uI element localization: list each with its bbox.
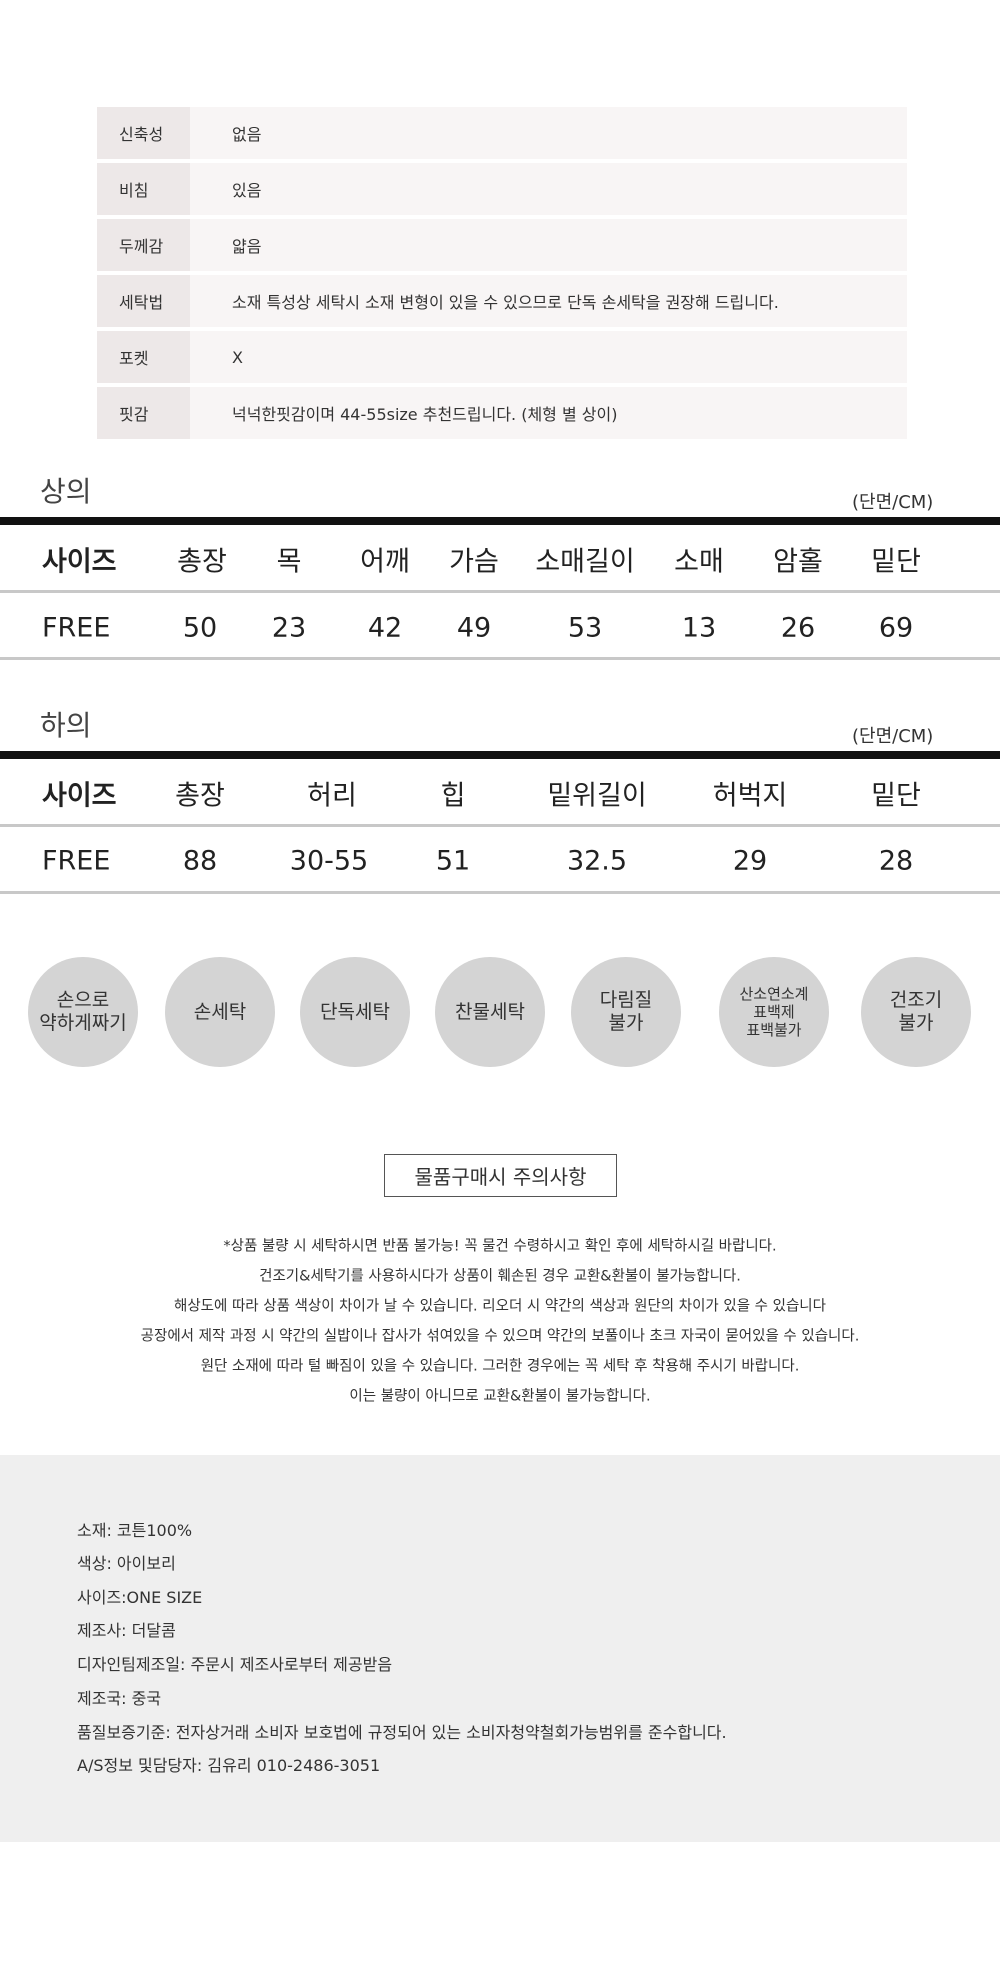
notice-line: 건조기&세탁기를 사용하시다가 상품이 훼손된 경우 교환&환불이 불가능합니다… — [259, 1268, 741, 1285]
spec-label: 세탁법 — [97, 275, 190, 327]
care-icon-no-bleach: 산소연소계 표백제 표백불가 — [719, 957, 829, 1067]
spec-label: 신축성 — [97, 107, 190, 159]
notice-title: 물품구매시 주의사항 — [384, 1154, 617, 1197]
spec-value: 있음 — [190, 163, 907, 215]
divider — [0, 590, 1000, 593]
spec-row: 세탁법 소재 특성상 세탁시 소재 변형이 있을 수 있으므로 단독 손세탁을 권… — [97, 275, 907, 327]
spec-value: 얇음 — [190, 219, 907, 271]
section-title: 상의 — [40, 475, 92, 508]
divider — [0, 657, 1000, 660]
header-cell: 밑단 — [871, 546, 921, 578]
header-cell: 밑위길이 — [547, 780, 647, 812]
header-cell: 힙 — [440, 780, 466, 812]
care-icon-hand-wring: 손으로 약하게짜기 — [28, 957, 138, 1067]
notice-line: 이는 불량이 아니므로 교환&환불이 불가능합니다. — [349, 1388, 651, 1405]
data-cell: 69 — [878, 612, 914, 644]
divider — [0, 517, 1000, 525]
data-cell: FREE — [42, 612, 111, 644]
care-icon-hand-wash: 손세탁 — [165, 957, 275, 1067]
data-cell: 42 — [367, 612, 403, 644]
info-line: 제조사: 더달콤 — [77, 1621, 176, 1640]
data-cell: 32.5 — [566, 845, 628, 877]
header-cell: 총장 — [175, 780, 225, 812]
header-cell: 총장 — [177, 546, 227, 578]
spec-value: 소재 특성상 세탁시 소재 변형이 있을 수 있으므로 단독 손세탁을 권장해 … — [190, 275, 907, 327]
care-icon-no-iron: 다림질 불가 — [571, 957, 681, 1067]
spec-label: 핏감 — [97, 387, 190, 439]
spec-row: 비침 있음 — [97, 163, 907, 215]
header-cell: 소매 — [674, 546, 724, 578]
header-cell: 사이즈 — [42, 546, 117, 578]
info-line: 제조국: 중국 — [77, 1689, 162, 1708]
spec-row: 핏감 넉넉한핏감이며 44-55size 추천드립니다. (체형 별 상이) — [97, 387, 907, 439]
spec-value: 없음 — [190, 107, 907, 159]
data-cell: 88 — [182, 845, 218, 877]
spec-label: 두께감 — [97, 219, 190, 271]
header-cell: 가슴 — [449, 546, 499, 578]
data-cell: 26 — [780, 612, 816, 644]
header-cell: 목 — [276, 546, 302, 578]
unit-label: (단면/CM) — [852, 492, 934, 513]
header-cell: 밑단 — [871, 780, 921, 812]
data-cell: 29 — [732, 845, 768, 877]
notice-line: 해상도에 따라 상품 색상이 차이가 날 수 있습니다. 리오더 시 약간의 색… — [174, 1298, 826, 1315]
info-line: A/S정보 및담당자: 김유리 010-2486-3051 — [77, 1756, 381, 1775]
spec-label: 포켓 — [97, 331, 190, 383]
spec-row: 포켓 X — [97, 331, 907, 383]
care-icon-wash-separately: 단독세탁 — [300, 957, 410, 1067]
care-icon-no-dryer: 건조기 불가 — [861, 957, 971, 1067]
header-cell: 암홀 — [773, 546, 823, 578]
data-cell: 53 — [567, 612, 603, 644]
notice-line: 원단 소재에 따라 털 빠짐이 있을 수 있습니다. 그러한 경우에는 꼭 세탁… — [200, 1358, 800, 1375]
info-line: 색상: 아이보리 — [77, 1554, 176, 1573]
header-cell: 사이즈 — [42, 780, 117, 812]
info-line: 사이즈:ONE SIZE — [77, 1588, 203, 1607]
data-cell: FREE — [42, 845, 111, 877]
info-line: 디자인팀제조일: 주문시 제조사로부터 제공받음 — [77, 1655, 393, 1674]
info-line: 품질보증기준: 전자상거래 소비자 보호법에 규정되어 있는 소비자청약철회가능… — [77, 1723, 727, 1742]
care-icon-cold-wash: 찬물세탁 — [435, 957, 545, 1067]
section-title: 하의 — [40, 709, 92, 742]
notice-line: *상품 불량 시 세탁하시면 반품 불가능! 꼭 물건 수령하시고 확인 후에 … — [223, 1238, 777, 1255]
header-cell: 어깨 — [360, 546, 410, 578]
divider — [0, 891, 1000, 894]
data-cell: 30-55 — [289, 845, 369, 877]
header-cell: 소매길이 — [535, 546, 635, 578]
product-info-panel — [0, 1455, 1000, 1842]
data-cell: 49 — [456, 612, 492, 644]
header-cell: 허벅지 — [712, 780, 788, 812]
notice-line: 공장에서 제작 과정 시 약간의 실밥이나 잡사가 섞여있을 수 있으며 약간의… — [140, 1328, 860, 1345]
data-cell: 51 — [435, 845, 471, 877]
data-cell: 50 — [182, 612, 218, 644]
spec-value: 넉넉한핏감이며 44-55size 추천드립니다. (체형 별 상이) — [190, 387, 907, 439]
data-cell: 13 — [681, 612, 717, 644]
divider — [0, 751, 1000, 759]
spec-value: X — [190, 331, 907, 383]
info-line: 소재: 코튼100% — [77, 1521, 193, 1540]
unit-label: (단면/CM) — [852, 726, 934, 747]
divider — [0, 824, 1000, 827]
spec-label: 비침 — [97, 163, 190, 215]
header-cell: 허리 — [307, 780, 357, 812]
spec-row: 두께감 얇음 — [97, 219, 907, 271]
data-cell: 23 — [271, 612, 307, 644]
data-cell: 28 — [878, 845, 914, 877]
spec-row: 신축성 없음 — [97, 107, 907, 159]
